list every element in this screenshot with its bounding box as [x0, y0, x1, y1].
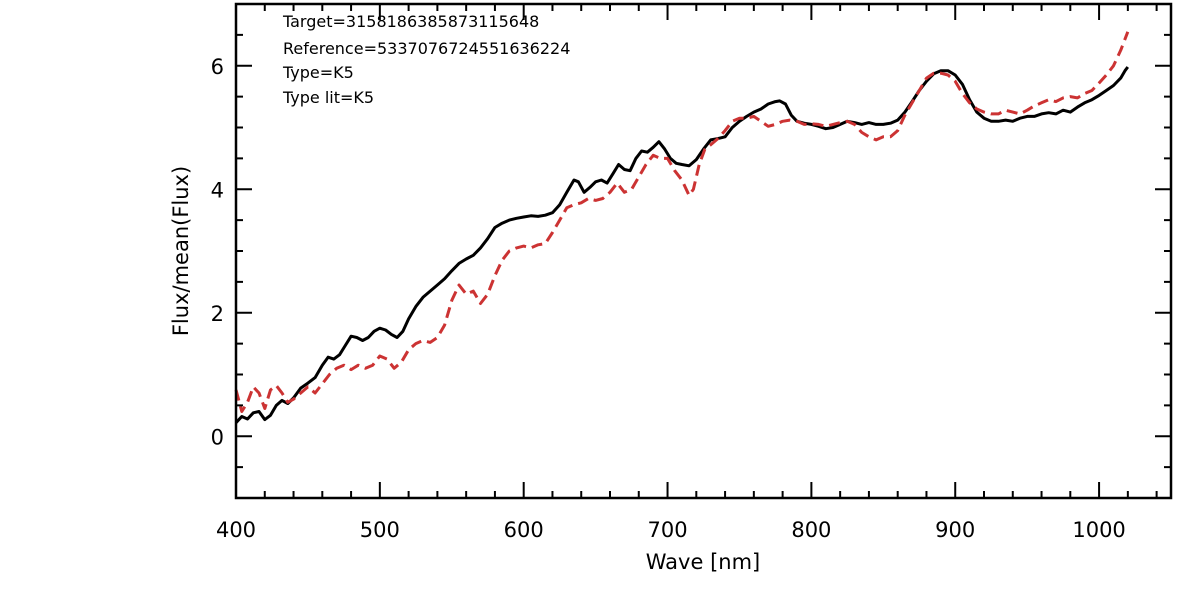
x-tick-label: 700 — [647, 518, 687, 542]
annotation-type: Type=K5 — [282, 63, 354, 82]
series-line-solid — [234, 66, 1129, 424]
annotation-target: Target=3158186385873115648 — [282, 12, 539, 31]
annotation-type-lit: Type lit=K5 — [282, 88, 374, 107]
annotation-reference: Reference=5337076724551636224 — [283, 39, 570, 58]
x-tick-label: 800 — [791, 518, 831, 542]
x-axis-title: Wave [nm] — [646, 550, 760, 574]
y-tick-label: 4 — [211, 178, 224, 202]
series-line-dashed — [234, 31, 1130, 413]
x-tick-label: 600 — [504, 518, 544, 542]
y-tick-label: 2 — [211, 302, 224, 326]
y-tick-label: 0 — [211, 425, 224, 449]
series-layer — [234, 31, 1130, 424]
tick-labels: 400 500 600 700 800 900 1000 0 2 4 6 — [211, 55, 1126, 542]
y-axis-title: Flux/mean(Flux) — [169, 166, 193, 336]
x-tick-label: 1000 — [1072, 518, 1125, 542]
x-tick-label: 400 — [216, 518, 256, 542]
x-tick-label: 900 — [935, 518, 975, 542]
plot-frame — [234, 2, 1173, 500]
y-tick-label: 6 — [211, 55, 224, 79]
axis-ticks — [235, 3, 1171, 499]
x-tick-label: 500 — [360, 518, 400, 542]
